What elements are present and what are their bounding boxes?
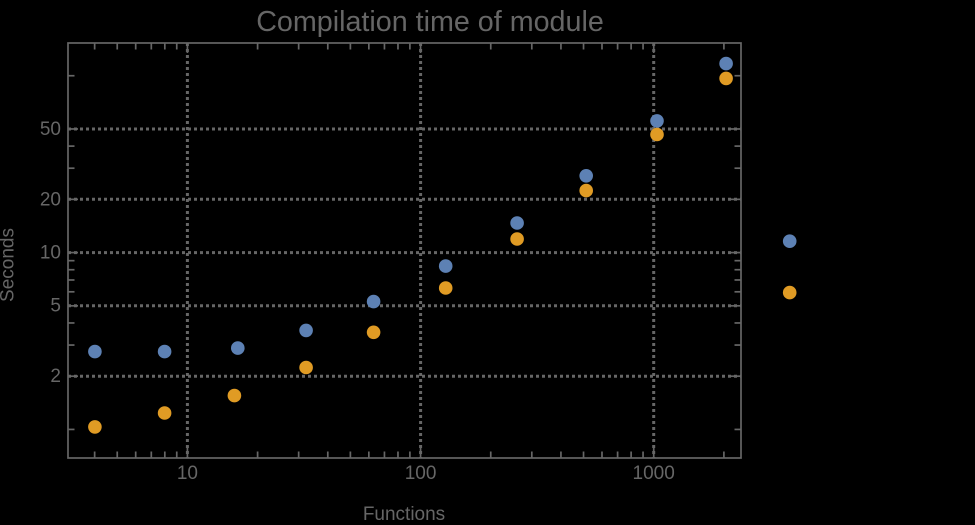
svg-text:Functions: Functions bbox=[363, 504, 445, 525]
svg-text:10: 10 bbox=[177, 463, 198, 484]
svg-text:1000: 1000 bbox=[633, 463, 675, 484]
svg-text:20: 20 bbox=[40, 190, 61, 211]
svg-text:2: 2 bbox=[50, 366, 61, 387]
svg-text:50: 50 bbox=[40, 119, 61, 140]
svg-text:Compilation time of module: Compilation time of module bbox=[256, 6, 604, 38]
svg-text:5: 5 bbox=[50, 296, 61, 317]
svg-text:100: 100 bbox=[405, 463, 437, 484]
svg-text:Seconds: Seconds bbox=[0, 228, 19, 302]
svg-text:10: 10 bbox=[40, 243, 61, 264]
